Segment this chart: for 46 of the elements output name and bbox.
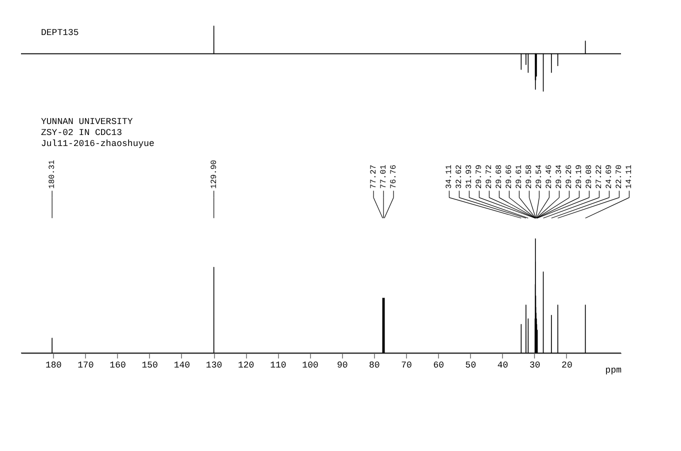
annotation: 29.54 [535,164,544,189]
annotation: 29.61 [515,164,524,189]
annotation: 22.70 [615,164,624,189]
annotation: 14.11 [625,164,634,189]
x-axis-title: ppm [605,366,622,376]
annotation: 29.79 [475,164,484,189]
annotation: 29.66 [505,164,514,189]
annotation: 31.93 [465,164,474,189]
annotation: 29.26 [565,164,574,189]
annotation: 32.62 [455,164,464,189]
x-tick-label: 30 [529,360,540,370]
annotation: 129.90 [210,160,219,189]
x-tick-label: 100 [302,360,318,370]
text: YUNNAN UNIVERSITY [41,117,134,127]
x-tick-label: 50 [465,360,476,370]
annotation: 77.01 [380,164,389,189]
annotation: 34.11 [445,164,454,189]
x-tick-label: 20 [562,360,572,370]
annotation: 29.72 [485,164,494,189]
annotation: 29.58 [525,164,534,189]
annotation: 27.22 [595,164,604,189]
chart-title: DEPT135 [41,28,79,38]
annotation: 29.34 [555,164,564,189]
x-tick-label: 110 [270,360,286,370]
annotation: 180.31 [48,160,58,189]
x-tick-label: 160 [110,360,126,370]
annotation: 76.76 [390,164,399,189]
annotation: 24.69 [605,164,614,189]
x-tick-label: 170 [78,360,94,370]
x-tick-label: 40 [497,360,508,370]
text: ZSY-02 IN CDC13 [41,128,122,138]
x-tick-label: 150 [142,360,158,370]
x-tick-label: 180 [45,360,62,370]
x-tick-label: 130 [206,360,222,370]
x-tick-label: 140 [174,360,190,370]
annotation: 29.08 [585,164,594,189]
annotation: 29.19 [575,164,584,189]
text: Jul11-2016-zhaoshuyue [41,139,154,149]
annotation: 29.68 [495,164,504,189]
annotation: 29.46 [545,164,554,189]
annotation: 77.27 [370,164,379,189]
x-tick-label: 120 [238,360,254,370]
x-tick-label: 70 [401,360,412,370]
x-tick-label: 60 [433,360,444,370]
x-tick-label: 90 [336,360,348,370]
x-tick-label: 80 [369,360,380,370]
